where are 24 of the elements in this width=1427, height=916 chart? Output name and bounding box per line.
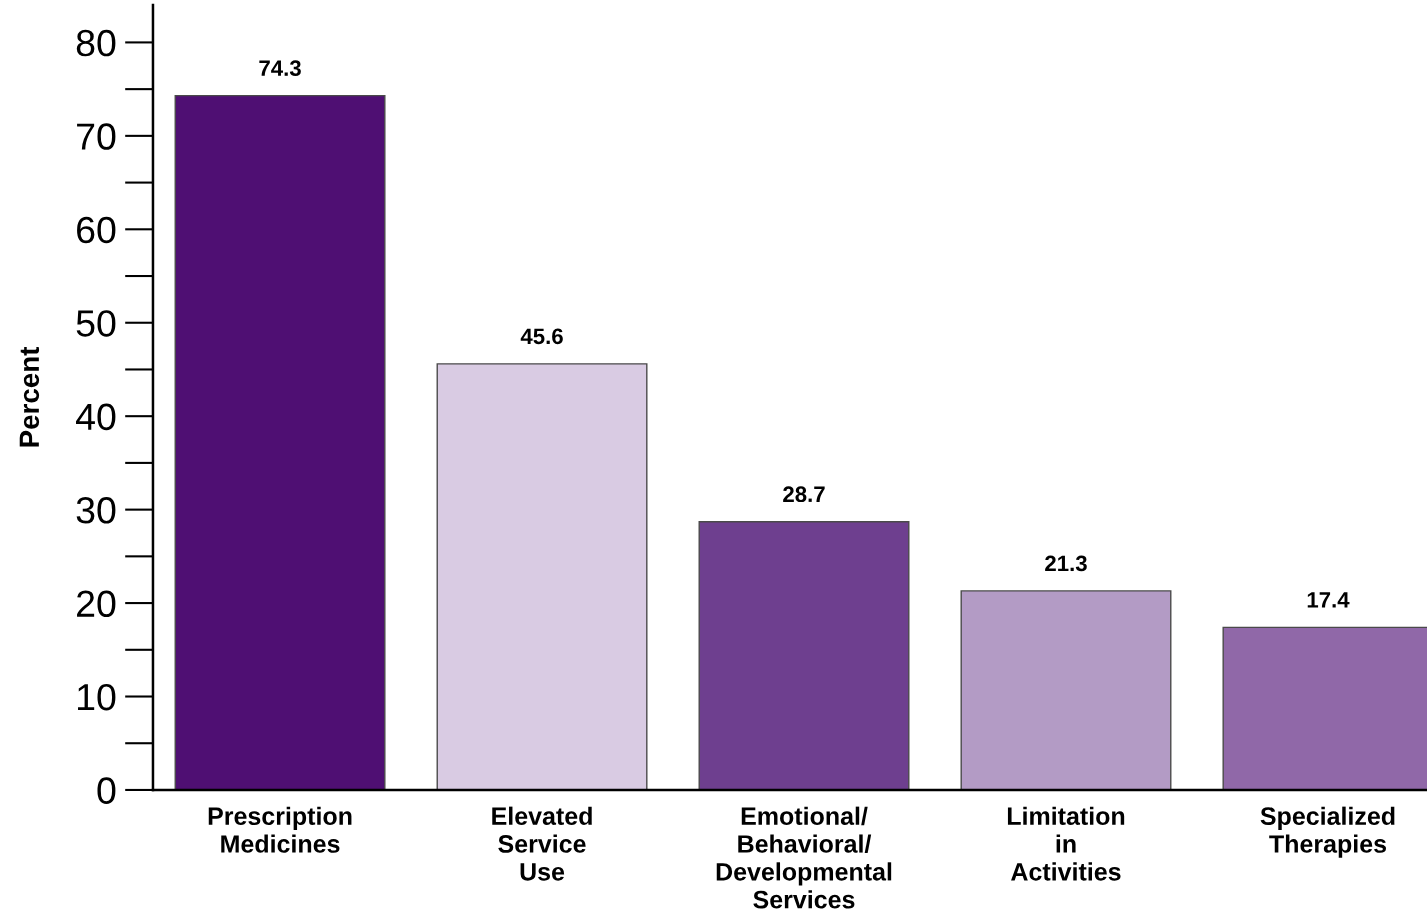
data-label: 74.3 [259,60,301,77]
y-tick-label: 20 [77,590,116,618]
data-label: 45.6 [520,328,563,345]
x-tick-label: Prescription Medicines [208,806,352,853]
y-tick-label: 80 [76,29,116,57]
y-tick-label: 30 [76,497,116,524]
x-tick-label: Emotional/ Behavioral/ Developmental Services [716,806,892,909]
y-tick-label: 40 [76,403,116,431]
y-axis-title: Percent [19,346,40,447]
y-tick-label: 0 [97,777,116,804]
bar [698,521,910,790]
y-tick-label: 60 [77,216,116,244]
x-tick-label: Specialized Therapies [1260,806,1395,858]
bar [960,590,1172,790]
y-tick-label: 70 [77,123,116,150]
x-tick-label: Elevated Service Use [492,806,592,881]
bar [436,363,648,790]
x-tick-label: Limitation in Activities [1007,806,1125,881]
y-tick-label: 10 [78,683,116,711]
data-label: 17.4 [1307,592,1350,608]
bar [174,94,386,790]
data-label: 21.3 [1045,555,1087,572]
y-tick-label: 50 [76,310,116,337]
data-label: 28.7 [783,486,825,503]
